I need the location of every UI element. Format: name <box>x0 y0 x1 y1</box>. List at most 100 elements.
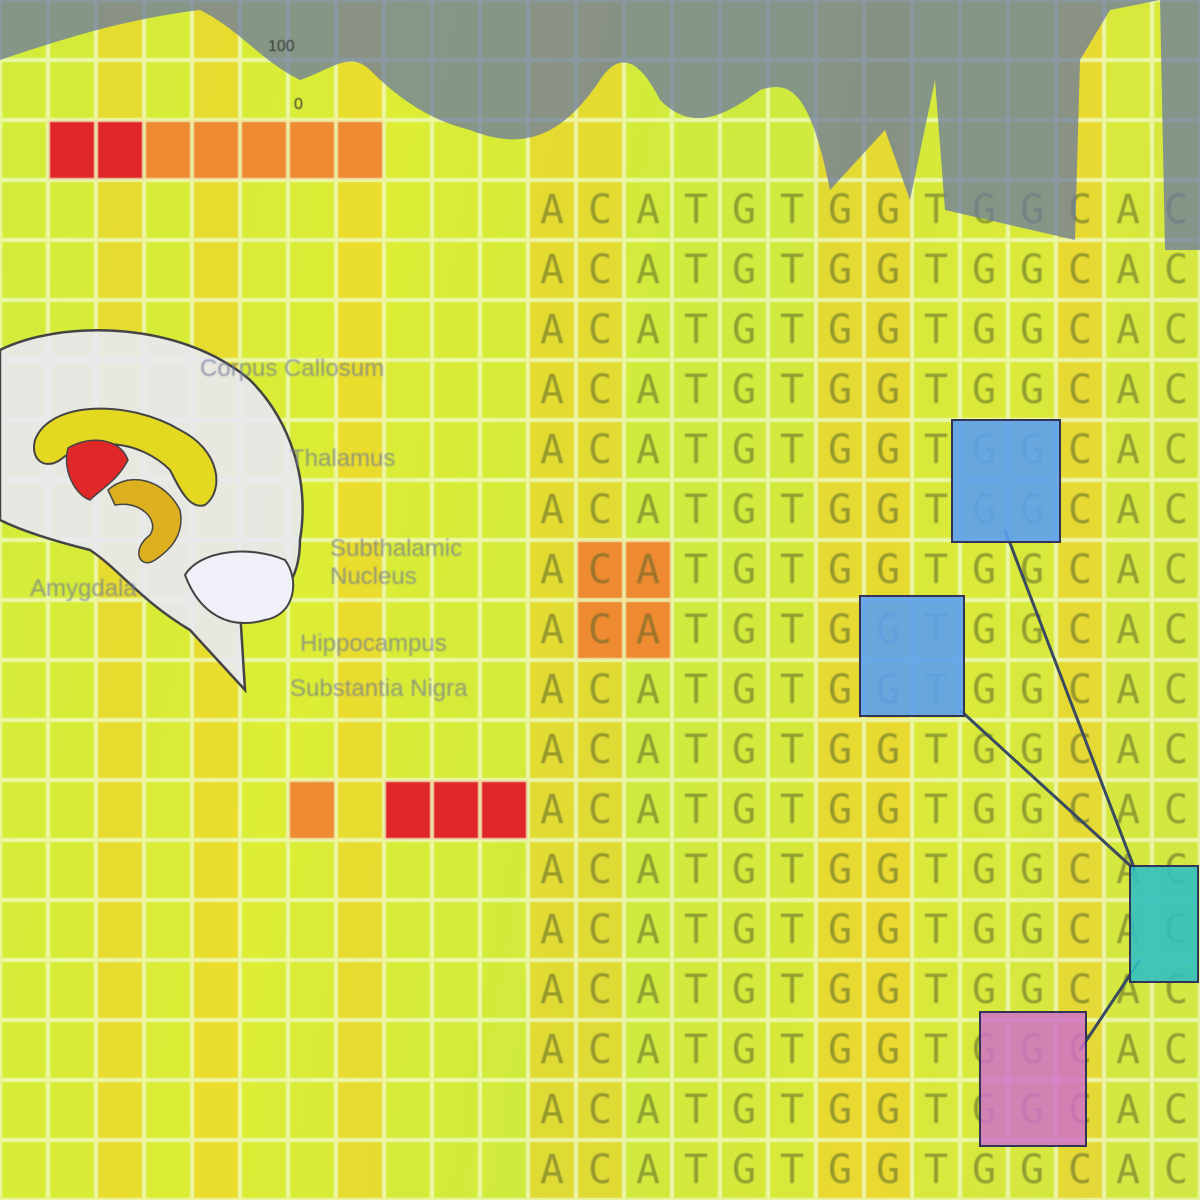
grid-cell: T <box>672 780 720 840</box>
grid-cell <box>144 1140 192 1200</box>
node-pink <box>979 1011 1087 1147</box>
grid-cell: T <box>912 840 960 900</box>
grid-cell <box>48 780 96 840</box>
grid-cell <box>144 180 192 240</box>
grid-cell <box>384 720 432 780</box>
grid-cell <box>192 1020 240 1080</box>
grid-cell <box>96 840 144 900</box>
grid-cell: T <box>672 1020 720 1080</box>
grid-cell <box>288 840 336 900</box>
grid-cell <box>336 660 384 720</box>
grid-cell: G <box>1008 1140 1056 1200</box>
grid-cell <box>240 300 288 360</box>
grid-cell: T <box>768 660 816 720</box>
axis-tick-0: 0 <box>294 96 303 113</box>
grid-cell <box>384 900 432 960</box>
grid-cell: T <box>672 540 720 600</box>
grid-cell <box>432 660 480 720</box>
grid-cell: C <box>576 300 624 360</box>
grid-cell <box>432 840 480 900</box>
grid-cell: A <box>624 360 672 420</box>
grid-cell <box>0 600 48 660</box>
grid-cell: C <box>1056 240 1104 300</box>
grid-cell <box>96 1020 144 1080</box>
grid-cell <box>336 900 384 960</box>
grid-cell <box>240 1020 288 1080</box>
grid-cell <box>144 720 192 780</box>
grid-cell <box>192 1080 240 1140</box>
grid-cell <box>96 60 144 120</box>
grid-cell: T <box>912 780 960 840</box>
grid-cell: A <box>528 480 576 540</box>
grid-cell <box>432 1020 480 1080</box>
grid-cell <box>144 900 192 960</box>
grid-cell: G <box>1008 960 1056 1020</box>
grid-cell: T <box>768 360 816 420</box>
grid-cell: T <box>912 1080 960 1140</box>
grid-cell: A <box>624 780 672 840</box>
grid-cell <box>192 300 240 360</box>
grid-cell: G <box>720 900 768 960</box>
grid-cell <box>48 60 96 120</box>
grid-cell <box>48 240 96 300</box>
grid-cell: T <box>912 360 960 420</box>
grid-cell <box>432 960 480 1020</box>
grid-cell <box>192 60 240 120</box>
grid-cell: G <box>816 600 864 660</box>
grid-cell: G <box>864 300 912 360</box>
grid-cell <box>48 120 96 180</box>
grid-cell <box>0 960 48 1020</box>
grid-cell <box>96 780 144 840</box>
grid-cell: G <box>720 540 768 600</box>
grid-cell <box>0 180 48 240</box>
grid-cell <box>192 1140 240 1200</box>
grid-cell: G <box>720 420 768 480</box>
grid-cell: A <box>1104 660 1152 720</box>
grid-cell <box>144 240 192 300</box>
grid-cell <box>0 780 48 840</box>
grid-cell <box>768 120 816 180</box>
grid-cell <box>240 1080 288 1140</box>
grid-cell: T <box>768 540 816 600</box>
grid-cell <box>144 60 192 120</box>
grid-cell: G <box>960 900 1008 960</box>
grid-cell: G <box>816 960 864 1020</box>
grid-cell <box>240 900 288 960</box>
grid-cell: C <box>576 720 624 780</box>
grid-cell <box>336 120 384 180</box>
grid-cell: A <box>624 1140 672 1200</box>
label-subthalamic-nucleus: Subthalamic Nucleus <box>330 535 463 590</box>
grid-cell: T <box>672 300 720 360</box>
grid-cell <box>48 1020 96 1080</box>
grid-cell: G <box>720 300 768 360</box>
grid-cell: T <box>672 1140 720 1200</box>
grid-cell: T <box>768 600 816 660</box>
grid-cell <box>432 600 480 660</box>
grid-cell: T <box>672 480 720 540</box>
grid-cell <box>384 480 432 540</box>
grid-cell: G <box>864 240 912 300</box>
grid-cell: G <box>816 420 864 480</box>
grid-cell <box>480 1080 528 1140</box>
grid-cell: C <box>1056 600 1104 660</box>
grid-cell: A <box>1104 420 1152 480</box>
grid-cell <box>432 900 480 960</box>
grid-cell: T <box>672 420 720 480</box>
grid-cell: C <box>1152 540 1200 600</box>
grid-cell: G <box>1008 600 1056 660</box>
grid-cell <box>288 600 336 660</box>
grid-cell: A <box>624 420 672 480</box>
grid-cell <box>192 720 240 780</box>
grid-cell <box>336 540 384 600</box>
grid-cell: G <box>1008 720 1056 780</box>
grid-cell <box>480 600 528 660</box>
grid-cell: C <box>1152 480 1200 540</box>
grid-cell: G <box>816 480 864 540</box>
grid-cell <box>480 900 528 960</box>
grid-cell <box>336 480 384 540</box>
grid-cell: G <box>1008 900 1056 960</box>
grid-cell: A <box>528 540 576 600</box>
grid-cell <box>336 180 384 240</box>
grid-cell <box>576 120 624 180</box>
grid-cell: C <box>576 660 624 720</box>
